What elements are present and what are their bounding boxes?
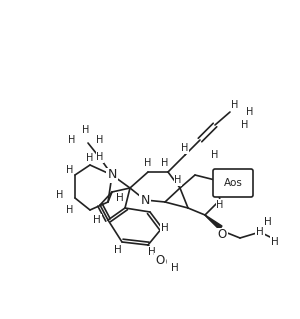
Text: H: H	[174, 175, 182, 185]
Text: H: H	[66, 165, 74, 175]
Text: H: H	[114, 245, 122, 255]
Text: H: H	[66, 205, 74, 215]
Text: O: O	[155, 254, 165, 266]
Text: H: H	[181, 143, 189, 153]
Text: H: H	[171, 263, 179, 273]
Text: H: H	[82, 125, 90, 135]
Text: O: O	[158, 256, 166, 269]
Text: O: O	[218, 228, 226, 241]
Text: H: H	[161, 223, 169, 233]
Text: H: H	[211, 150, 219, 160]
Text: H: H	[93, 215, 101, 225]
FancyBboxPatch shape	[213, 169, 253, 197]
Text: N: N	[140, 194, 150, 206]
Text: H: H	[216, 200, 224, 210]
Text: H: H	[56, 190, 64, 200]
Text: N: N	[107, 168, 117, 182]
Text: H: H	[161, 158, 169, 168]
Text: H: H	[68, 135, 76, 145]
Polygon shape	[205, 215, 222, 229]
Text: H: H	[264, 217, 272, 227]
Text: Aos: Aos	[224, 178, 242, 188]
Text: H: H	[86, 153, 94, 163]
Text: H: H	[116, 193, 124, 203]
Text: H: H	[256, 227, 264, 237]
Text: H: H	[144, 158, 152, 168]
Text: H: H	[148, 247, 156, 257]
Text: H: H	[96, 135, 104, 145]
Text: H: H	[231, 100, 239, 110]
Text: H: H	[241, 120, 249, 130]
Text: H: H	[271, 237, 279, 247]
Text: H: H	[96, 152, 104, 162]
Text: H: H	[246, 107, 254, 117]
